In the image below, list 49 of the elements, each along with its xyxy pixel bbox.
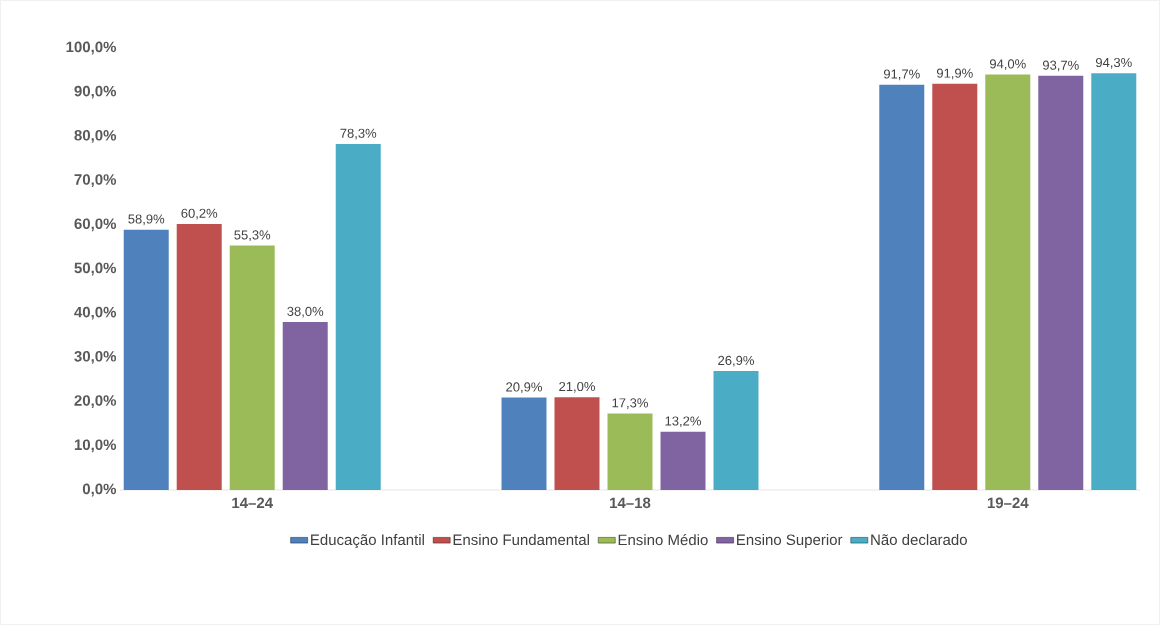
data-label: 94,3% [1095,57,1132,69]
y-tick-label: 30,0% [74,351,117,364]
bar [229,245,275,490]
x-tick-label: 14–24 [232,497,273,509]
bar [335,143,381,490]
y-tick-label: 40,0% [74,306,117,320]
data-label: 93,7% [1042,60,1079,72]
bar [1038,75,1084,490]
data-label: 13,2% [665,416,701,428]
y-tick-label: 100,0% [66,41,117,55]
legend-label: Ensino Fundamental [453,534,589,546]
y-tick-label: 20,0% [74,395,117,408]
bar [879,84,925,490]
data-label: 17,3% [612,398,648,409]
legend-label: Educação Infantil [311,534,424,549]
data-label: 55,3% [234,230,271,242]
data-label: 21,0% [559,381,595,393]
data-label: 38,0% [287,306,324,318]
bar [660,431,706,490]
x-tick-label: 19–24 [987,497,1029,509]
y-tick-label: 90,0% [74,85,117,99]
bar [1091,73,1137,490]
data-label: 26,9% [718,355,754,367]
bar [985,74,1031,490]
bar [123,229,169,490]
bar [176,223,222,490]
bar [713,371,759,490]
legend-label: Ensino Médio [618,533,708,546]
y-tick-label: 10,0% [74,439,117,453]
legend-label: Ensino Superior [737,534,843,549]
bar [932,83,978,490]
data-label: 78,3% [340,128,377,140]
legend-label: Não declarado [871,534,967,546]
data-label: 60,2% [181,208,218,220]
y-tick-label: 80,0% [74,130,117,143]
y-tick-label: 60,0% [74,218,117,232]
bar [282,322,328,490]
data-label: 20,9% [506,382,542,394]
bar [607,413,653,490]
y-tick-label: 0,0% [82,483,117,497]
y-tick-label: 70,0% [74,174,117,187]
x-tick-label: 14–18 [610,497,651,509]
data-label: 91,7% [883,69,920,81]
bar [554,397,600,490]
data-label: 58,9% [128,214,165,226]
data-label: 94,0% [989,59,1026,70]
y-tick-label: 50,0% [74,262,117,276]
bar [501,397,547,490]
data-label: 91,9% [936,68,973,80]
